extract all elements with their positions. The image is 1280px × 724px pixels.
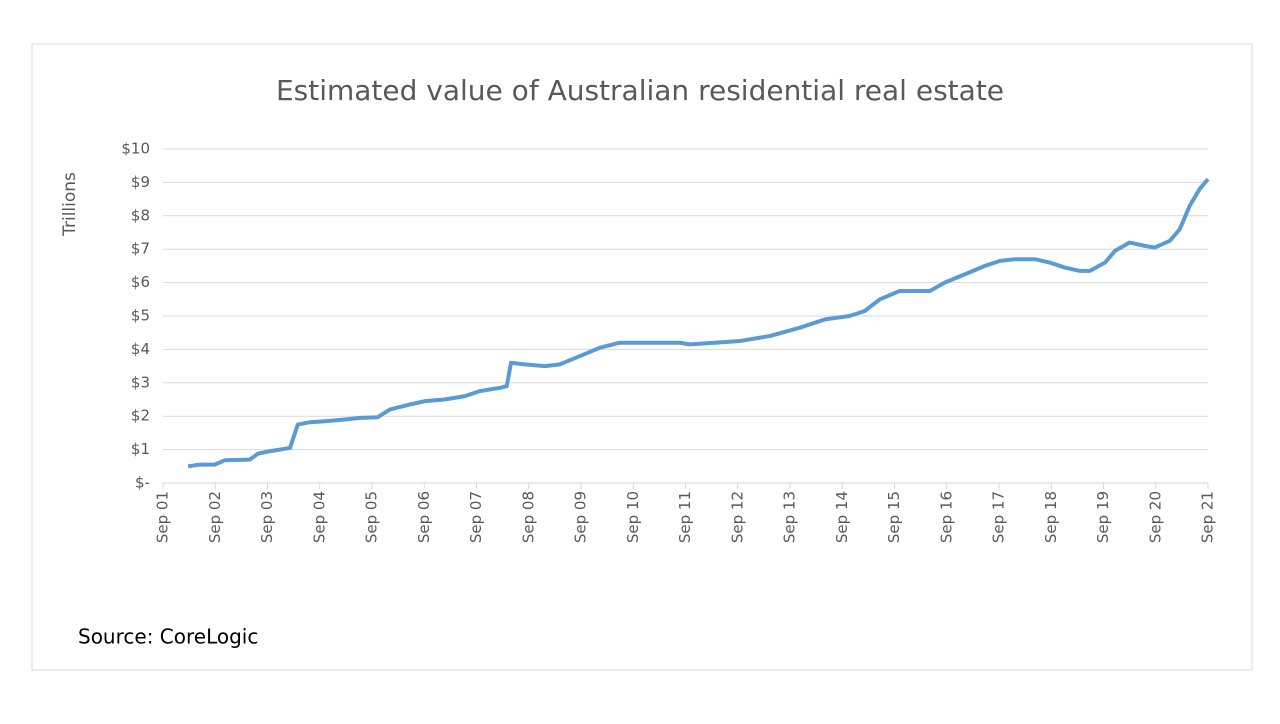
y-tick-label: $1 [131,440,150,458]
y-tick-label: $8 [131,206,150,224]
y-tick-label: $3 [131,373,150,391]
x-tick-label: Sep 08 [519,491,537,543]
chart-title: Estimated value of Australian residentia… [276,74,1004,107]
x-tick-label: Sep 14 [833,491,851,543]
x-tick-label: Sep 19 [1094,491,1112,543]
x-tick-label: Sep 20 [1146,491,1164,543]
x-tick-label: Sep 07 [467,491,485,543]
x-tick-label: Sep 15 [885,491,903,543]
x-tick-label: Sep 17 [990,491,1008,543]
x-tick-label: Sep 13 [781,491,799,543]
x-tick-label: Sep 10 [624,491,642,543]
x-tick-label: Sep 02 [206,491,224,543]
x-tick-label: Sep 16 [937,491,955,543]
y-tick-label: $7 [131,240,150,258]
y-tick-label: $9 [131,173,150,191]
source-note: Source: CoreLogic [78,625,258,649]
x-tick-label: Sep 09 [572,491,590,543]
x-tick-label: Sep 21 [1199,491,1217,543]
x-tick-label: Sep 11 [676,491,694,543]
x-tick-label: Sep 01 [154,491,172,543]
y-axis-label: Trillions [60,172,80,237]
y-tick-label: $6 [131,273,150,291]
chart-frame [31,43,1253,671]
x-tick-label: Sep 06 [415,491,433,543]
y-tick-label: $2 [131,407,150,425]
y-tick-label: $- [135,474,150,492]
x-tick-label: Sep 12 [728,491,746,543]
x-tick-label: Sep 18 [1042,491,1060,543]
x-tick-label: Sep 05 [363,491,381,543]
x-tick-label: Sep 04 [310,491,328,543]
y-tick-label: $10 [121,140,150,158]
y-tick-label: $4 [131,340,150,358]
x-tick-label: Sep 03 [258,491,276,543]
data-line [187,177,1210,469]
y-tick-label: $5 [131,307,150,325]
